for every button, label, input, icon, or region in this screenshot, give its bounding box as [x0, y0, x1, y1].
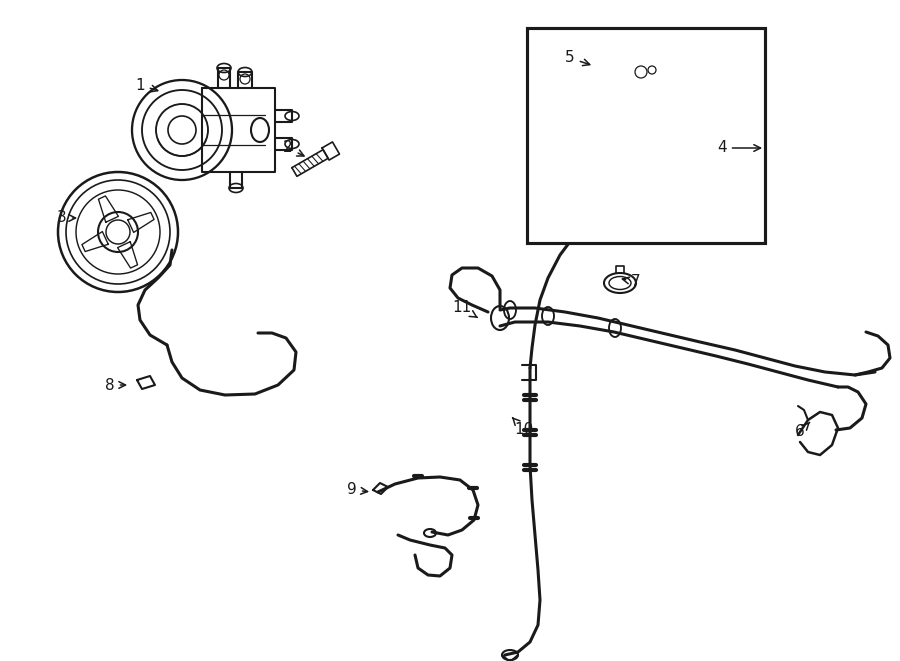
- Text: 1: 1: [135, 77, 158, 93]
- Text: 9: 9: [347, 483, 367, 498]
- Text: 3: 3: [57, 210, 76, 225]
- Text: 5: 5: [565, 50, 590, 65]
- Text: 6: 6: [795, 422, 810, 440]
- Text: 4: 4: [717, 141, 760, 155]
- Text: 7: 7: [623, 274, 641, 290]
- Text: 2: 2: [284, 141, 304, 156]
- Text: 8: 8: [105, 377, 125, 393]
- Bar: [527, 28, 765, 243]
- Text: 11: 11: [453, 301, 477, 317]
- Text: 10: 10: [512, 418, 534, 438]
